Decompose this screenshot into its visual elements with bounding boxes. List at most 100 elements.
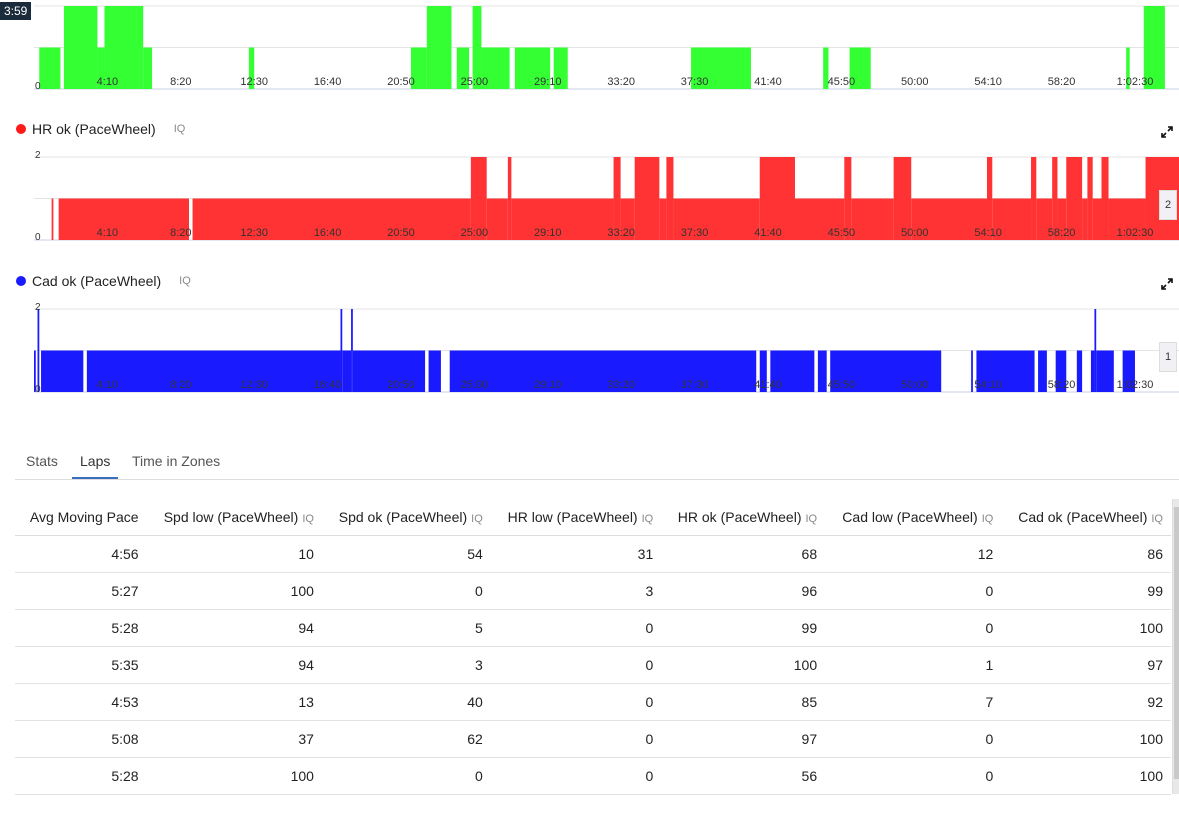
data-bar: [58, 198, 190, 240]
table-cell: 56: [661, 757, 826, 795]
speed-chart[interactable]: 4:10 8:20 12:30 16:40 20:50 25:00 29:10 33:20 37…: [0, 0, 1179, 100]
x-tick-label: 45:50: [828, 379, 856, 391]
data-bar: [470, 157, 487, 240]
column-header[interactable]: HR low (PaceWheel) IQ: [490, 499, 662, 536]
x-tick-label: 4:10: [97, 76, 118, 88]
x-tick-label: 45:50: [828, 76, 856, 88]
column-header[interactable]: Avg Moving Pace: [15, 499, 147, 536]
table-cell: 3: [321, 646, 491, 684]
data-bar: [1126, 47, 1130, 89]
column-header[interactable]: Cad low (PaceWheel) IQ: [825, 499, 1002, 536]
laps-table: Avg Moving Pace Spd low (PaceWheel) IQ Sp…: [15, 499, 1171, 795]
table-cell: 100: [1001, 757, 1171, 795]
y-axis-min-label: 0: [35, 384, 41, 395]
data-bar: [342, 350, 352, 392]
data-bar: [143, 47, 153, 89]
x-tick-label: 25:00: [461, 227, 489, 239]
data-bar: [1066, 157, 1083, 240]
x-tick-label: 12:30: [240, 227, 268, 239]
hr-chart[interactable]: 4:10 8:20 12:30 16:40 20:50 25:00 29:10 33:20 37…: [0, 136, 1179, 248]
table-cell: 97: [661, 720, 826, 758]
chart-title-text: Cad ok (PaceWheel): [32, 273, 162, 289]
table-row[interactable]: 4:56 10 54 31 68 12 86: [15, 535, 1171, 573]
table-cell: 92: [1001, 683, 1171, 721]
table-cell: 37: [146, 720, 322, 758]
x-tick-label: 41:40: [754, 76, 782, 88]
table-cell: 31: [490, 535, 662, 573]
column-header[interactable]: Cad ok (PaceWheel) IQ: [1001, 499, 1171, 536]
table-scrollbar[interactable]: [1172, 499, 1179, 794]
tab-bar: Stats Laps Time in Zones: [15, 448, 1179, 480]
table-cell: 3: [490, 572, 662, 610]
y-axis-max-label: 2: [35, 302, 41, 313]
table-cell: 0: [490, 757, 662, 795]
data-bar: [1038, 350, 1047, 392]
iq-badge: IQ: [173, 123, 186, 135]
data-bar: [428, 350, 441, 392]
data-bar: [37, 309, 40, 392]
data-bar: [759, 350, 767, 392]
x-tick-label: 8:20: [170, 76, 191, 88]
expand-icon[interactable]: [1161, 278, 1173, 290]
table-row[interactable]: 5:28 100 0 0 56 0 100: [15, 757, 1171, 795]
table-cell: 5:28: [15, 609, 147, 647]
data-bar: [1036, 198, 1053, 240]
x-tick-label: 4:10: [97, 227, 118, 239]
expand-icon[interactable]: [1161, 126, 1173, 138]
data-bar: [849, 47, 871, 89]
data-bar: [911, 198, 987, 240]
data-bar: [830, 350, 942, 392]
table-cell: 0: [321, 757, 491, 795]
table-cell: 68: [661, 535, 826, 573]
table-row[interactable]: 5:08 37 62 0 97 0 100: [15, 720, 1171, 758]
column-header[interactable]: Spd ok (PaceWheel) IQ: [321, 499, 491, 536]
table-cell: 5:27: [15, 572, 147, 610]
x-tick-label: 58:20: [1048, 76, 1076, 88]
x-tick-label: 20:50: [387, 379, 415, 391]
data-bar: [34, 350, 36, 392]
x-tick-label: 41:40: [754, 379, 782, 391]
table-row[interactable]: 5:27 100 0 3 96 0 99: [15, 572, 1171, 610]
x-tick-label: 29:10: [534, 76, 562, 88]
iq-badge: IQ: [1151, 513, 1163, 525]
table-cell: 99: [1001, 572, 1171, 610]
table-row[interactable]: 5:35 94 3 0 100 1 97: [15, 646, 1171, 684]
data-bar: [691, 47, 751, 89]
data-bar: [1076, 350, 1083, 392]
x-tick-label: 20:50: [387, 76, 415, 88]
x-tick-label: 12:30: [240, 76, 268, 88]
table-row[interactable]: 4:53 13 40 0 85 7 92: [15, 683, 1171, 721]
scrollbar-thumb[interactable]: [1174, 507, 1179, 779]
data-bar: [1143, 6, 1165, 89]
table-cell: 0: [825, 609, 1002, 647]
x-tick-label: 45:50: [828, 227, 856, 239]
data-bar: [794, 198, 845, 240]
column-header[interactable]: HR ok (PaceWheel) IQ: [661, 499, 826, 536]
iq-badge: IQ: [641, 513, 654, 525]
table-cell: 100: [1001, 720, 1171, 758]
table-row[interactable]: 5:28 94 5 0 99 0 100: [15, 609, 1171, 647]
table-header-row: Avg Moving Pace Spd low (PaceWheel) IQ Sp…: [15, 499, 1171, 536]
iq-badge: IQ: [179, 275, 191, 287]
data-bar: [1087, 157, 1093, 240]
table-cell: 85: [661, 683, 826, 721]
data-bar: [1094, 309, 1097, 392]
table-cell: 97: [1001, 646, 1171, 684]
column-header[interactable]: Spd low (PaceWheel) IQ: [146, 499, 322, 536]
x-tick-label: 1:02:30: [1117, 379, 1154, 391]
x-tick-label: 25:00: [461, 76, 489, 88]
tab-laps[interactable]: Laps: [72, 453, 119, 479]
data-bar: [1096, 350, 1114, 392]
data-bar: [666, 157, 674, 240]
data-bar: [104, 6, 144, 89]
tab-stats[interactable]: Stats: [26, 453, 58, 469]
table-cell: 100: [146, 757, 322, 795]
x-tick-label: 12:30: [240, 379, 268, 391]
data-bar: [759, 157, 795, 240]
hr-chart-title: HR ok (PaceWheel) IQ: [16, 121, 185, 137]
cad-chart[interactable]: 4:10 8:20 12:30 16:40 20:50 25:00 29:10 33:20 37…: [0, 288, 1179, 400]
table-cell: 86: [1001, 535, 1171, 573]
x-tick-label: 1:02:30: [1117, 76, 1154, 88]
data-bar: [986, 157, 993, 240]
tab-time-in-zones[interactable]: Time in Zones: [132, 453, 221, 469]
